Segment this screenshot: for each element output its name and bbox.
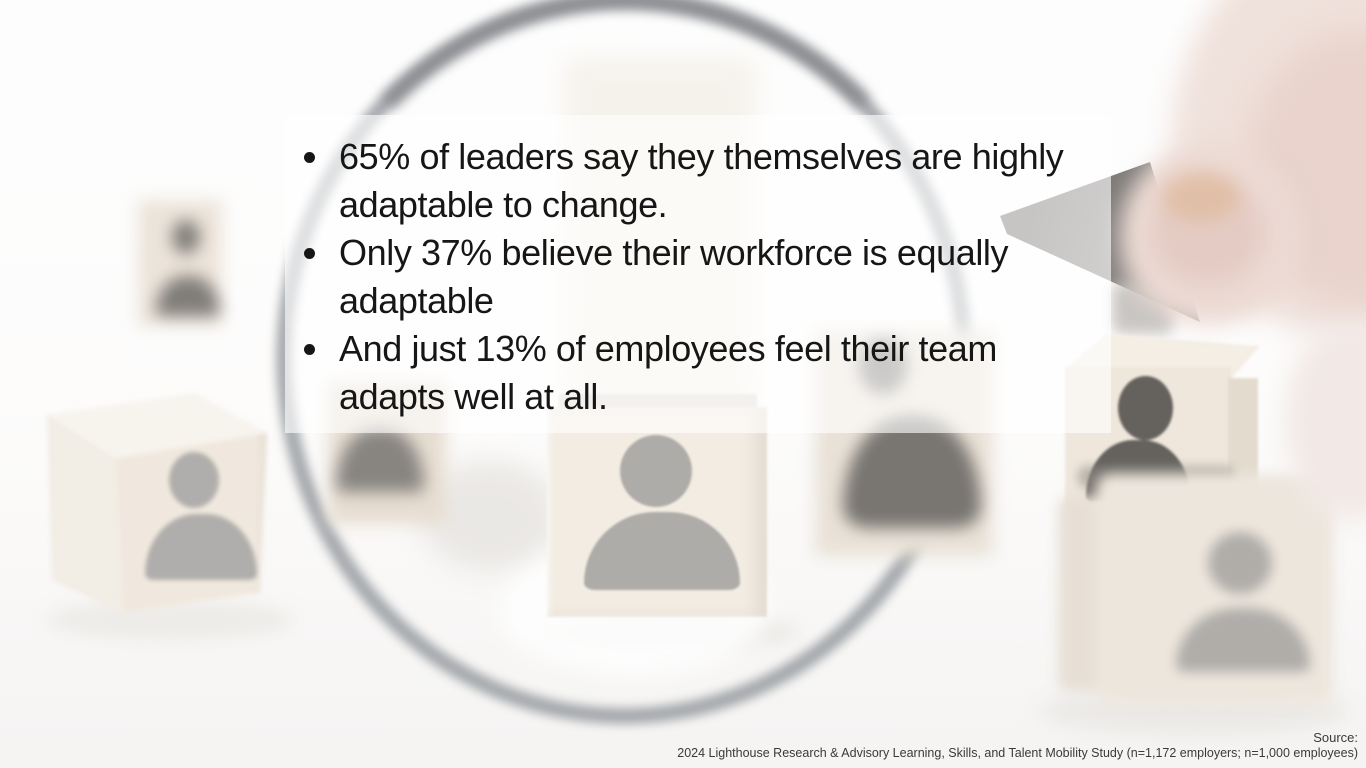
bullet-item: And just 13% of employees feel their tea…	[333, 325, 1093, 421]
wooden-block-bottom-right	[1058, 474, 1338, 706]
bullet-list: 65% of leaders say they themselves are h…	[285, 115, 1093, 421]
person-icon-head	[169, 452, 219, 508]
person-icon-head	[1118, 376, 1173, 440]
block-shadow	[45, 600, 295, 640]
wooden-block-left	[43, 390, 275, 622]
bullet-item: 65% of leaders say they themselves are h…	[333, 133, 1093, 229]
source-note: Source: 2024 Lighthouse Research & Advis…	[677, 730, 1358, 761]
person-icon-head	[620, 435, 692, 507]
person-icon-head	[1208, 532, 1272, 594]
source-label: Source:	[1313, 730, 1358, 745]
fingernail-spot	[1162, 172, 1240, 222]
magnifying-glass-ring-top	[276, 0, 976, 728]
text-panel: 65% of leaders say they themselves are h…	[285, 115, 1111, 433]
bullet-item: Only 37% believe their workforce is equa…	[333, 229, 1093, 325]
person-icon-head	[172, 220, 200, 254]
wooden-block-center	[545, 394, 769, 622]
source-citation: 2024 Lighthouse Research & Advisory Lear…	[677, 746, 1358, 760]
wooden-block-far	[138, 200, 222, 326]
